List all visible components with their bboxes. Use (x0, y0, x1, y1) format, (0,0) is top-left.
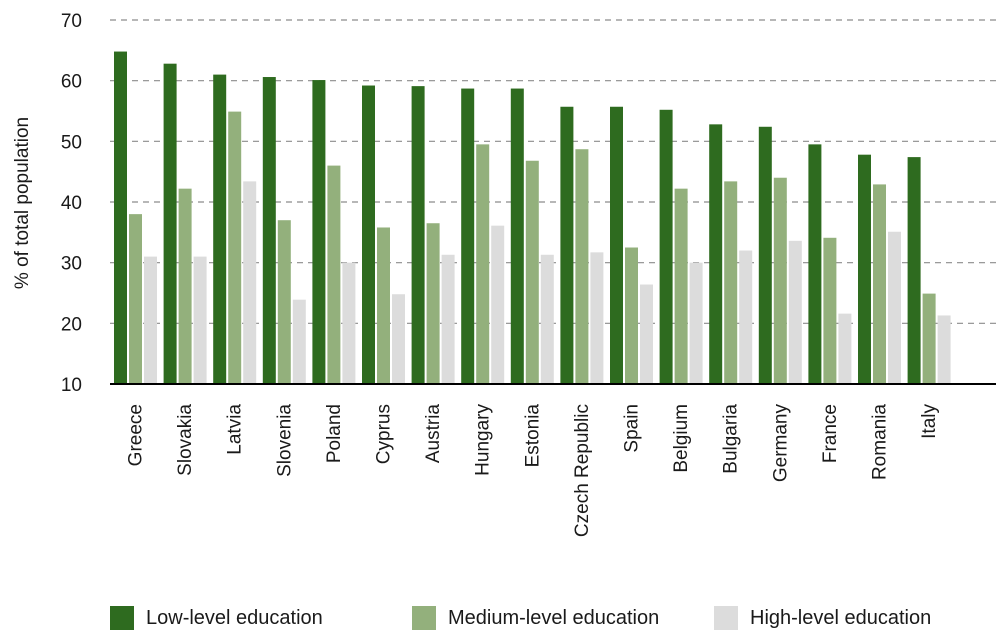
y-tick-label: 60 (61, 72, 82, 93)
bar-hungary-high-level-education (491, 225, 505, 384)
bar-belgium-medium-level-education (674, 188, 688, 384)
bar-spain-high-level-education (640, 284, 653, 384)
bar-estonia-high-level-education (540, 254, 554, 384)
x-tick-label: Germany (770, 404, 791, 483)
x-tick-label: Bulgaria (721, 404, 742, 474)
x-tick-label: Latvia (225, 404, 246, 455)
bar-cyprus-medium-level-education (377, 227, 390, 384)
y-tick-label: 70 (61, 11, 82, 32)
bar-austria-low-level-education (411, 86, 425, 385)
bar-cyprus-low-level-education (362, 85, 375, 385)
bar-latvia-medium-level-education (228, 111, 242, 385)
y-tick-label: 50 (61, 132, 82, 153)
legend-label: High-level education (750, 606, 932, 629)
bar-france-low-level-education (808, 144, 822, 384)
bar-italy-medium-level-education (922, 293, 936, 384)
bar-romania-low-level-education (858, 154, 871, 384)
y-tick-label: 20 (61, 314, 82, 335)
bar-czech-republic-low-level-education (560, 106, 574, 385)
x-tick-label: Slovakia (175, 404, 196, 476)
legend: Low-level education Medium-level educatio… (0, 600, 996, 630)
x-tick-label: Cyprus (374, 404, 395, 464)
bar-italy-low-level-education (907, 157, 921, 384)
bar-poland-medium-level-education (327, 165, 341, 384)
bar-latvia-high-level-education (243, 181, 257, 384)
bar-belgium-high-level-education (689, 262, 703, 384)
bar-czech-republic-high-level-education (590, 252, 604, 384)
legend-item: Low-level education (110, 606, 323, 630)
bar-slovenia-low-level-education (262, 77, 276, 384)
bar-spain-medium-level-education (625, 247, 638, 384)
bar-chart: 10 20 30 40 50 60 70 Greece Slovakia Latvia Sloven… (12, 11, 996, 537)
bar-germany-high-level-education (788, 240, 802, 384)
bar-france-medium-level-education (823, 237, 837, 384)
bar-slovenia-high-level-education (292, 299, 306, 384)
legend-swatch (412, 606, 436, 630)
x-tick-label: Romania (870, 404, 891, 480)
bar-latvia-low-level-education (213, 74, 227, 384)
bar-hungary-low-level-education (461, 88, 475, 384)
bar-slovakia-medium-level-education (178, 188, 192, 384)
bars (114, 51, 951, 385)
y-axis-label: % of total population (12, 117, 33, 289)
bar-poland-high-level-education (342, 262, 356, 384)
x-tick-label: Estonia (522, 404, 543, 468)
axes: 10 20 30 40 50 60 70 Greece Slovakia Latvia Sloven… (61, 11, 996, 537)
x-tick-label: Greece (126, 404, 147, 466)
y-tick-label: 10 (61, 375, 82, 396)
bar-greece-high-level-education (144, 256, 157, 384)
bar-slovakia-high-level-education (193, 256, 207, 384)
bar-austria-medium-level-education (426, 223, 440, 384)
bar-greece-low-level-education (114, 51, 127, 385)
x-tick-label: France (820, 404, 841, 463)
bar-estonia-medium-level-education (525, 160, 539, 384)
x-tick-label: Belgium (671, 404, 692, 473)
bar-spain-low-level-education (610, 106, 623, 385)
bar-romania-high-level-education (888, 231, 901, 384)
bar-belgium-low-level-education (659, 109, 673, 384)
bar-france-high-level-education (838, 313, 852, 384)
bar-poland-low-level-education (312, 80, 326, 384)
y-tick-label: 40 (61, 193, 82, 214)
bar-slovenia-medium-level-education (277, 220, 291, 384)
legend-swatch (110, 606, 134, 630)
bar-bulgaria-high-level-education (739, 250, 753, 384)
legend-swatch (714, 606, 738, 630)
bar-greece-medium-level-education (129, 214, 142, 384)
x-tick-label: Spain (622, 404, 643, 453)
x-tick-label: Poland (324, 404, 345, 463)
bar-cyprus-high-level-education (392, 294, 405, 384)
bar-slovakia-low-level-education (163, 63, 177, 385)
x-tick-label: Hungary (473, 404, 494, 476)
bar-italy-high-level-education (937, 315, 951, 384)
bar-germany-low-level-education (758, 126, 772, 385)
legend-item: High-level education (714, 606, 931, 630)
bar-bulgaria-medium-level-education (724, 181, 738, 384)
bar-romania-medium-level-education (873, 184, 886, 384)
bar-germany-medium-level-education (773, 177, 787, 384)
bar-estonia-low-level-education (510, 88, 524, 384)
bar-bulgaria-low-level-education (709, 124, 723, 384)
bar-czech-republic-medium-level-education (575, 149, 589, 384)
x-tick-label: Czech Republic (572, 404, 593, 537)
x-tick-label: Italy (919, 404, 940, 439)
bar-austria-high-level-education (441, 254, 455, 384)
legend-label: Medium-level education (448, 606, 660, 629)
legend-label: Low-level education (146, 606, 323, 629)
bar-hungary-medium-level-education (476, 144, 490, 384)
y-tick-label: 30 (61, 254, 82, 275)
legend-item: Medium-level education (412, 606, 659, 630)
x-tick-label: Slovenia (274, 404, 295, 477)
x-tick-label: Austria (423, 404, 444, 464)
